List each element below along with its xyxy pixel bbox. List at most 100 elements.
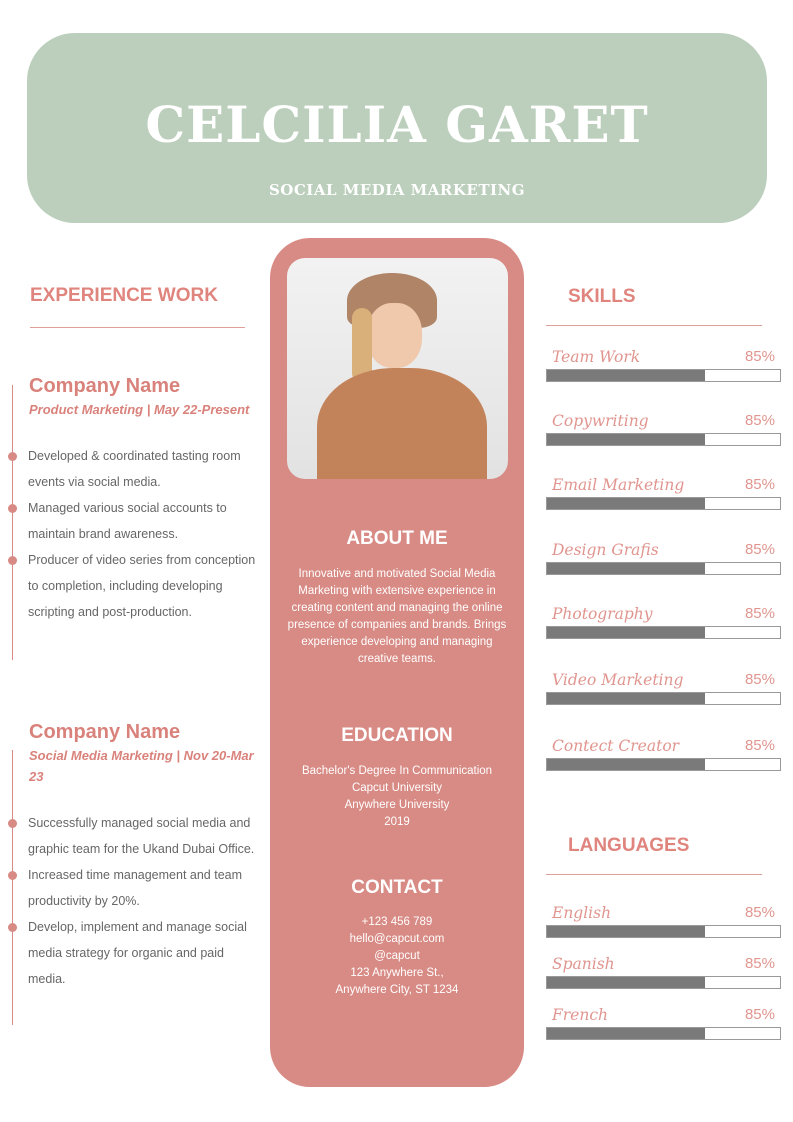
full-name: CELCILIA GARET xyxy=(145,95,649,154)
level-fill xyxy=(547,977,706,988)
item-percent: 85% xyxy=(744,904,775,921)
skill-item: Video Marketing 85% xyxy=(546,671,781,705)
bullet-dot-icon xyxy=(8,871,17,880)
company-name: Company Name xyxy=(29,721,181,743)
level-bar xyxy=(546,369,781,382)
bullet-item: Successfully managed social media and gr… xyxy=(8,810,263,862)
level-bar xyxy=(546,976,781,989)
level-fill xyxy=(547,563,706,574)
item-percent: 85% xyxy=(744,348,775,365)
contact-line: @capcut xyxy=(374,950,420,962)
bullet-text: Developed & coordinated tasting room eve… xyxy=(28,449,241,489)
bullet-item: Developed & coordinated tasting room eve… xyxy=(8,443,263,495)
item-label: Video Marketing xyxy=(552,671,684,689)
bullet-text: Successfully managed social media and gr… xyxy=(28,816,255,856)
job-role: Product Marketing | May 22-Present xyxy=(29,402,250,417)
level-fill xyxy=(547,1028,706,1039)
level-bar xyxy=(546,925,781,938)
job-role: Social Media Marketing | Nov 20-Mar 23 xyxy=(29,748,254,784)
item-percent: 85% xyxy=(744,737,775,754)
level-bar xyxy=(546,758,781,771)
bullet-item: Producer of video series from conception… xyxy=(8,547,263,625)
bullet-dot-icon xyxy=(8,556,17,565)
item-label: Contect Creator xyxy=(552,737,680,755)
level-fill xyxy=(547,498,706,509)
contact-heading: CONTACT xyxy=(351,877,443,898)
item-label: Spanish xyxy=(552,955,615,973)
education-line: Bachelor's Degree In Communication xyxy=(301,765,493,777)
center-panel: ABOUT ME Innovative and motivated Social… xyxy=(270,238,524,1087)
bullet-text: Managed various social accounts to maint… xyxy=(28,501,227,541)
contact-block: +123 456 789 hello@capcut.com @capcut 123 A… xyxy=(284,914,510,999)
bullet-dot-icon xyxy=(8,819,17,828)
language-item: Spanish 85% xyxy=(546,955,781,989)
level-fill xyxy=(547,627,706,638)
bullet-item: Managed various social accounts to maint… xyxy=(8,495,263,547)
level-bar xyxy=(546,562,781,575)
skill-item: Copywriting 85% xyxy=(546,412,781,446)
item-percent: 85% xyxy=(744,671,775,688)
header-banner: CELCILIA GARET SOCIAL MEDIA MARKETING xyxy=(27,33,767,223)
bullet-text: Develop, implement and manage social med… xyxy=(28,920,247,986)
item-label: Team Work xyxy=(552,348,641,366)
item-percent: 85% xyxy=(744,541,775,558)
item-label: Design Grafis xyxy=(552,541,659,559)
divider xyxy=(30,327,245,328)
divider xyxy=(546,325,762,326)
timeline-line xyxy=(12,385,13,660)
skills-heading: SKILLS xyxy=(568,286,636,307)
language-item: English 85% xyxy=(546,904,781,938)
skill-item: Photography 85% xyxy=(546,605,781,639)
level-bar xyxy=(546,692,781,705)
bullet-dot-icon xyxy=(8,452,17,461)
education-line: Capcut University xyxy=(351,782,443,794)
level-fill xyxy=(547,926,706,937)
about-text: Innovative and motivated Social Media Ma… xyxy=(287,568,507,665)
skill-item: Team Work 85% xyxy=(546,348,781,382)
language-item: French 85% xyxy=(546,1006,781,1040)
level-fill xyxy=(547,759,706,770)
level-bar xyxy=(546,1027,781,1040)
item-label: Photography xyxy=(552,605,653,623)
item-percent: 85% xyxy=(744,605,775,622)
profile-photo xyxy=(287,258,508,479)
contact-line: 123 Anywhere St., xyxy=(350,967,444,979)
level-fill xyxy=(547,370,706,381)
bullet-dot-icon xyxy=(8,504,17,513)
bullet-text: Producer of video series from conception… xyxy=(28,553,256,619)
level-fill xyxy=(547,434,706,445)
item-label: French xyxy=(552,1006,608,1024)
contact-line: hello@capcut.com xyxy=(349,933,445,945)
skill-item: Contect Creator 85% xyxy=(546,737,781,771)
item-label: English xyxy=(552,904,612,922)
level-bar xyxy=(546,626,781,639)
bullet-item: Develop, implement and manage social med… xyxy=(8,914,263,992)
timeline-line xyxy=(12,750,13,1025)
bullet-item: Increased time management and team produ… xyxy=(8,862,263,914)
about-heading: ABOUT ME xyxy=(346,528,448,549)
item-percent: 85% xyxy=(744,476,775,493)
education-line: Anywhere University xyxy=(344,799,450,811)
bullet-dot-icon xyxy=(8,923,17,932)
experience-heading: EXPERIENCE WORK xyxy=(30,285,218,306)
education-block: Bachelor's Degree In Communication Capcut… xyxy=(284,763,510,831)
bullet-text: Increased time management and team produ… xyxy=(28,868,243,908)
level-bar xyxy=(546,433,781,446)
item-label: Copywriting xyxy=(552,412,649,430)
item-percent: 85% xyxy=(744,412,775,429)
job-entry: Company Name Social Media Marketing | Nov… xyxy=(0,719,265,992)
contact-line: +123 456 789 xyxy=(361,916,433,928)
skill-item: Email Marketing 85% xyxy=(546,476,781,510)
skill-item: Design Grafis 85% xyxy=(546,541,781,575)
level-fill xyxy=(547,693,706,704)
education-line: 2019 xyxy=(384,816,410,828)
job-entry: Company Name Product Marketing | May 22-P… xyxy=(0,373,265,625)
divider xyxy=(546,874,762,875)
job-title: SOCIAL MEDIA MARKETING xyxy=(268,181,526,199)
item-label: Email Marketing xyxy=(552,476,685,494)
education-heading: EDUCATION xyxy=(341,725,453,746)
item-percent: 85% xyxy=(744,955,775,972)
item-percent: 85% xyxy=(744,1006,775,1023)
contact-line: Anywhere City, ST 1234 xyxy=(335,984,459,996)
languages-heading: LANGUAGES xyxy=(568,835,690,856)
